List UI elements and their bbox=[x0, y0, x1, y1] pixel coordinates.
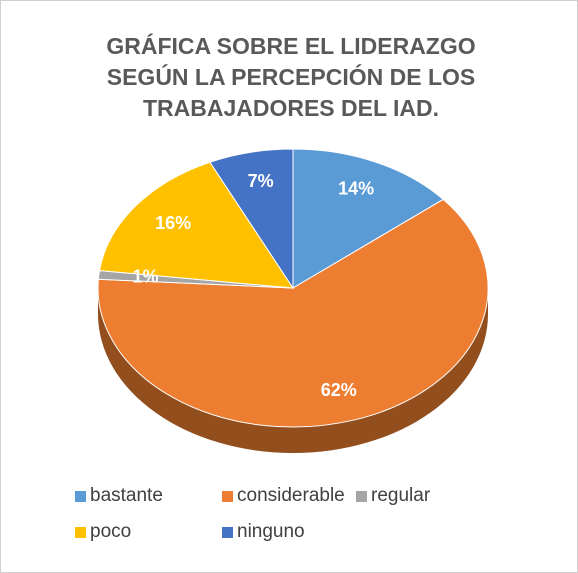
legend-swatch bbox=[222, 490, 233, 502]
legend-item: ninguno bbox=[214, 521, 348, 543]
data-label: 7% bbox=[248, 171, 274, 191]
data-label: 1% bbox=[132, 267, 158, 287]
pie-area: 14% 62% 1% 16% 7% bbox=[97, 148, 489, 453]
pie-slice bbox=[292, 148, 445, 289]
legend-item: considerable bbox=[214, 485, 348, 507]
legend-item: regular bbox=[348, 485, 468, 507]
legend-label: regular bbox=[371, 485, 431, 506]
legend-swatch bbox=[75, 490, 86, 502]
pie-slice bbox=[97, 198, 489, 428]
legend: bastante considerable regular poco ninguno bbox=[67, 471, 471, 557]
pie-slice bbox=[98, 161, 294, 289]
pie-side bbox=[98, 288, 488, 453]
legend-label: considerable bbox=[237, 485, 345, 506]
data-label: 16% bbox=[155, 213, 191, 233]
legend-swatch bbox=[222, 526, 233, 538]
chart-title: GRÁFICA SOBRE EL LIDERAZGO SEGÚN LA PERC… bbox=[106, 33, 476, 121]
data-label: 14% bbox=[338, 179, 374, 199]
legend-swatch bbox=[75, 526, 86, 538]
legend-label: ninguno bbox=[237, 521, 305, 542]
legend-item: poco bbox=[67, 521, 214, 543]
legend-label: bastante bbox=[90, 485, 163, 506]
legend-swatch bbox=[356, 490, 367, 502]
legend-label: poco bbox=[90, 521, 132, 542]
data-label: 62% bbox=[321, 380, 357, 400]
legend-item: bastante bbox=[67, 485, 214, 507]
pie-slice bbox=[209, 148, 294, 290]
